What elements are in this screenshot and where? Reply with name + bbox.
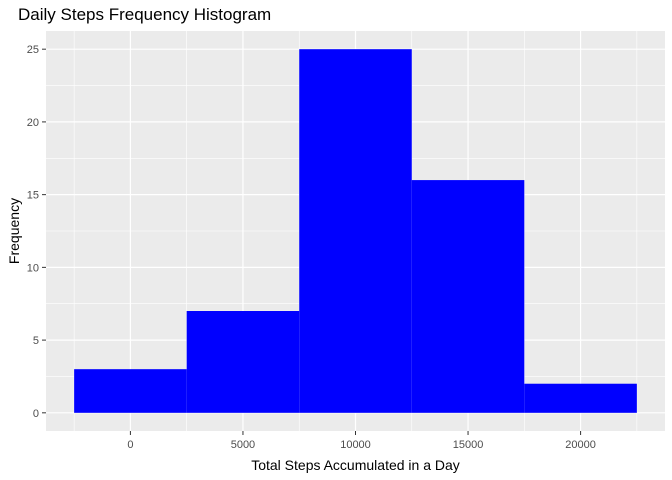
y-tick-label: 0 [33, 408, 39, 420]
histogram-bars [74, 49, 637, 413]
y-axis: 0 5 10 15 20 25 [27, 44, 46, 420]
chart-title: Daily Steps Frequency Histogram [18, 5, 272, 24]
x-tick-label: 5000 [231, 439, 255, 451]
x-tick-label: 10000 [340, 439, 371, 451]
y-axis-title: Frequency [6, 198, 22, 264]
histogram-bar [411, 180, 525, 413]
histogram-bar [524, 383, 637, 413]
y-tick-label: 10 [27, 262, 39, 274]
histogram-bar [186, 311, 300, 413]
x-axis-title: Total Steps Accumulated in a Day [251, 457, 460, 473]
y-tick-label: 15 [27, 190, 39, 202]
histogram-bar [74, 369, 187, 413]
histogram-bar [299, 49, 412, 413]
x-axis: 0 5000 10000 15000 20000 [127, 431, 596, 451]
x-tick-label: 15000 [453, 439, 484, 451]
x-tick-label: 20000 [565, 439, 596, 451]
y-tick-label: 20 [27, 117, 39, 129]
x-tick-label: 0 [127, 439, 133, 451]
y-tick-label: 25 [27, 44, 39, 56]
y-tick-label: 5 [33, 335, 39, 347]
